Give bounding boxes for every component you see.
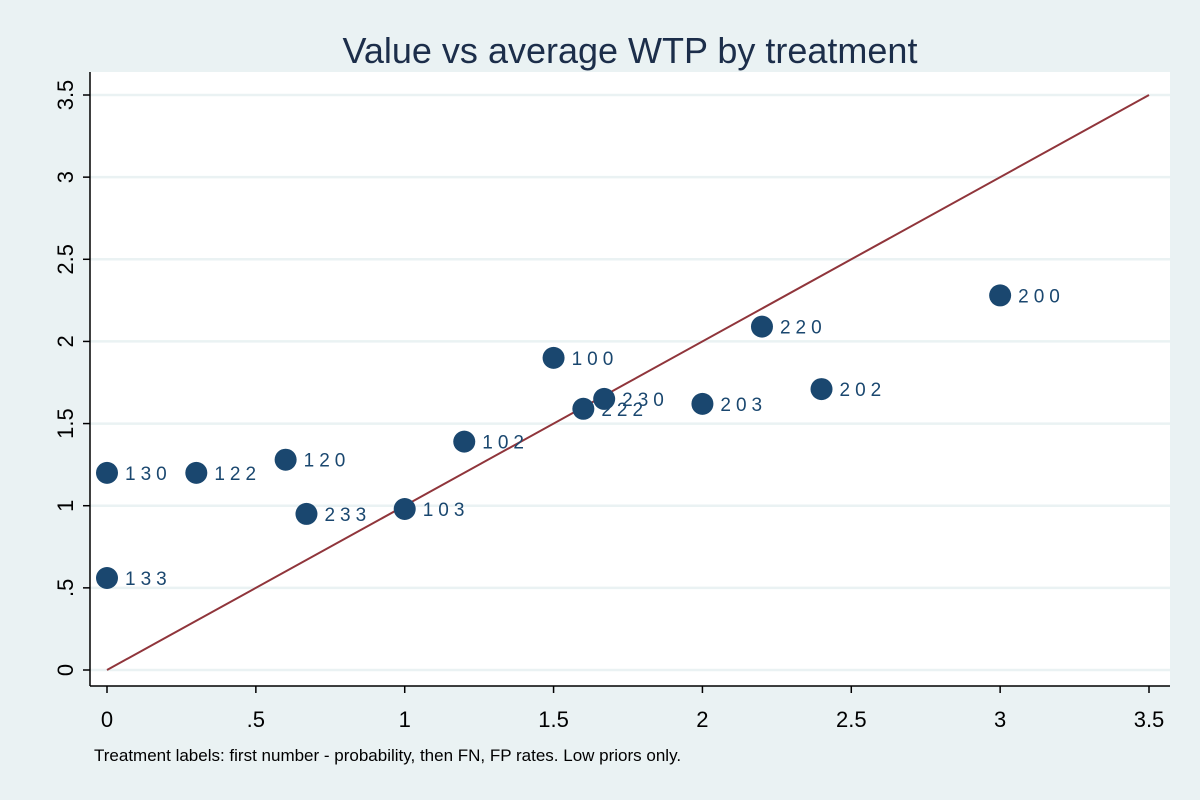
- point-label: 103: [423, 500, 470, 521]
- point-label: 100: [572, 349, 619, 370]
- x-tick-label: 2: [696, 707, 708, 732]
- y-tick-label: 2: [53, 335, 78, 347]
- reference-line-group: [106, 94, 1150, 671]
- y-tick-label: .5: [53, 579, 78, 597]
- x-tick-label: .5: [247, 707, 265, 732]
- point-label: 133: [125, 569, 172, 590]
- x-tick-label: 3.5: [1134, 707, 1165, 732]
- y-tick-label: 3.5: [53, 80, 78, 111]
- data-point: [750, 315, 773, 338]
- data-point: [593, 387, 616, 410]
- y-tick-label: 1: [53, 500, 78, 512]
- data-point: [691, 392, 714, 415]
- point-label: 203: [720, 395, 767, 416]
- data-point: [542, 346, 565, 369]
- y-tick-label: 0: [53, 664, 78, 676]
- data-point: [96, 567, 118, 589]
- y-tick-label: 1.5: [53, 408, 78, 439]
- point-label: 120: [304, 451, 351, 472]
- y-tick-label: 2.5: [53, 244, 78, 275]
- data-point: [274, 448, 297, 471]
- x-tick-label: 3: [994, 707, 1006, 732]
- point-label: 233: [324, 505, 371, 526]
- y-tick-label: 3: [53, 171, 78, 183]
- data-point: [393, 498, 416, 520]
- point-label: 200: [1018, 286, 1065, 307]
- chart-title: Value vs average WTP by treatment: [343, 30, 918, 71]
- point-label: 130: [125, 464, 172, 485]
- x-tick-label: 1: [399, 707, 411, 732]
- data-point: [989, 284, 1012, 307]
- plot-area: [90, 72, 1170, 686]
- x-tick-label: 2.5: [836, 707, 867, 732]
- x-tick-label: 0: [101, 707, 113, 732]
- data-point: [810, 378, 833, 401]
- point-label: 230: [622, 390, 669, 411]
- data-point: [185, 461, 208, 484]
- point-label: 102: [482, 433, 529, 454]
- data-point: [453, 430, 476, 453]
- axes: 0 .5 1 1.5 2 2.5 3 3.5 0 .5 1 1.5 2 2.5 3 3.5: [53, 72, 1170, 732]
- point-label: 220: [780, 318, 827, 339]
- point-label: 202: [840, 380, 887, 401]
- gridlines: [90, 93, 1170, 672]
- reference-line: [106, 94, 1150, 671]
- data-point: [572, 397, 595, 420]
- data-point: [96, 461, 118, 484]
- x-tick-label: 1.5: [538, 707, 569, 732]
- data-point: [295, 502, 318, 525]
- point-label: 122: [214, 464, 261, 485]
- chart-note: Treatment labels: first number - probabi…: [94, 746, 681, 765]
